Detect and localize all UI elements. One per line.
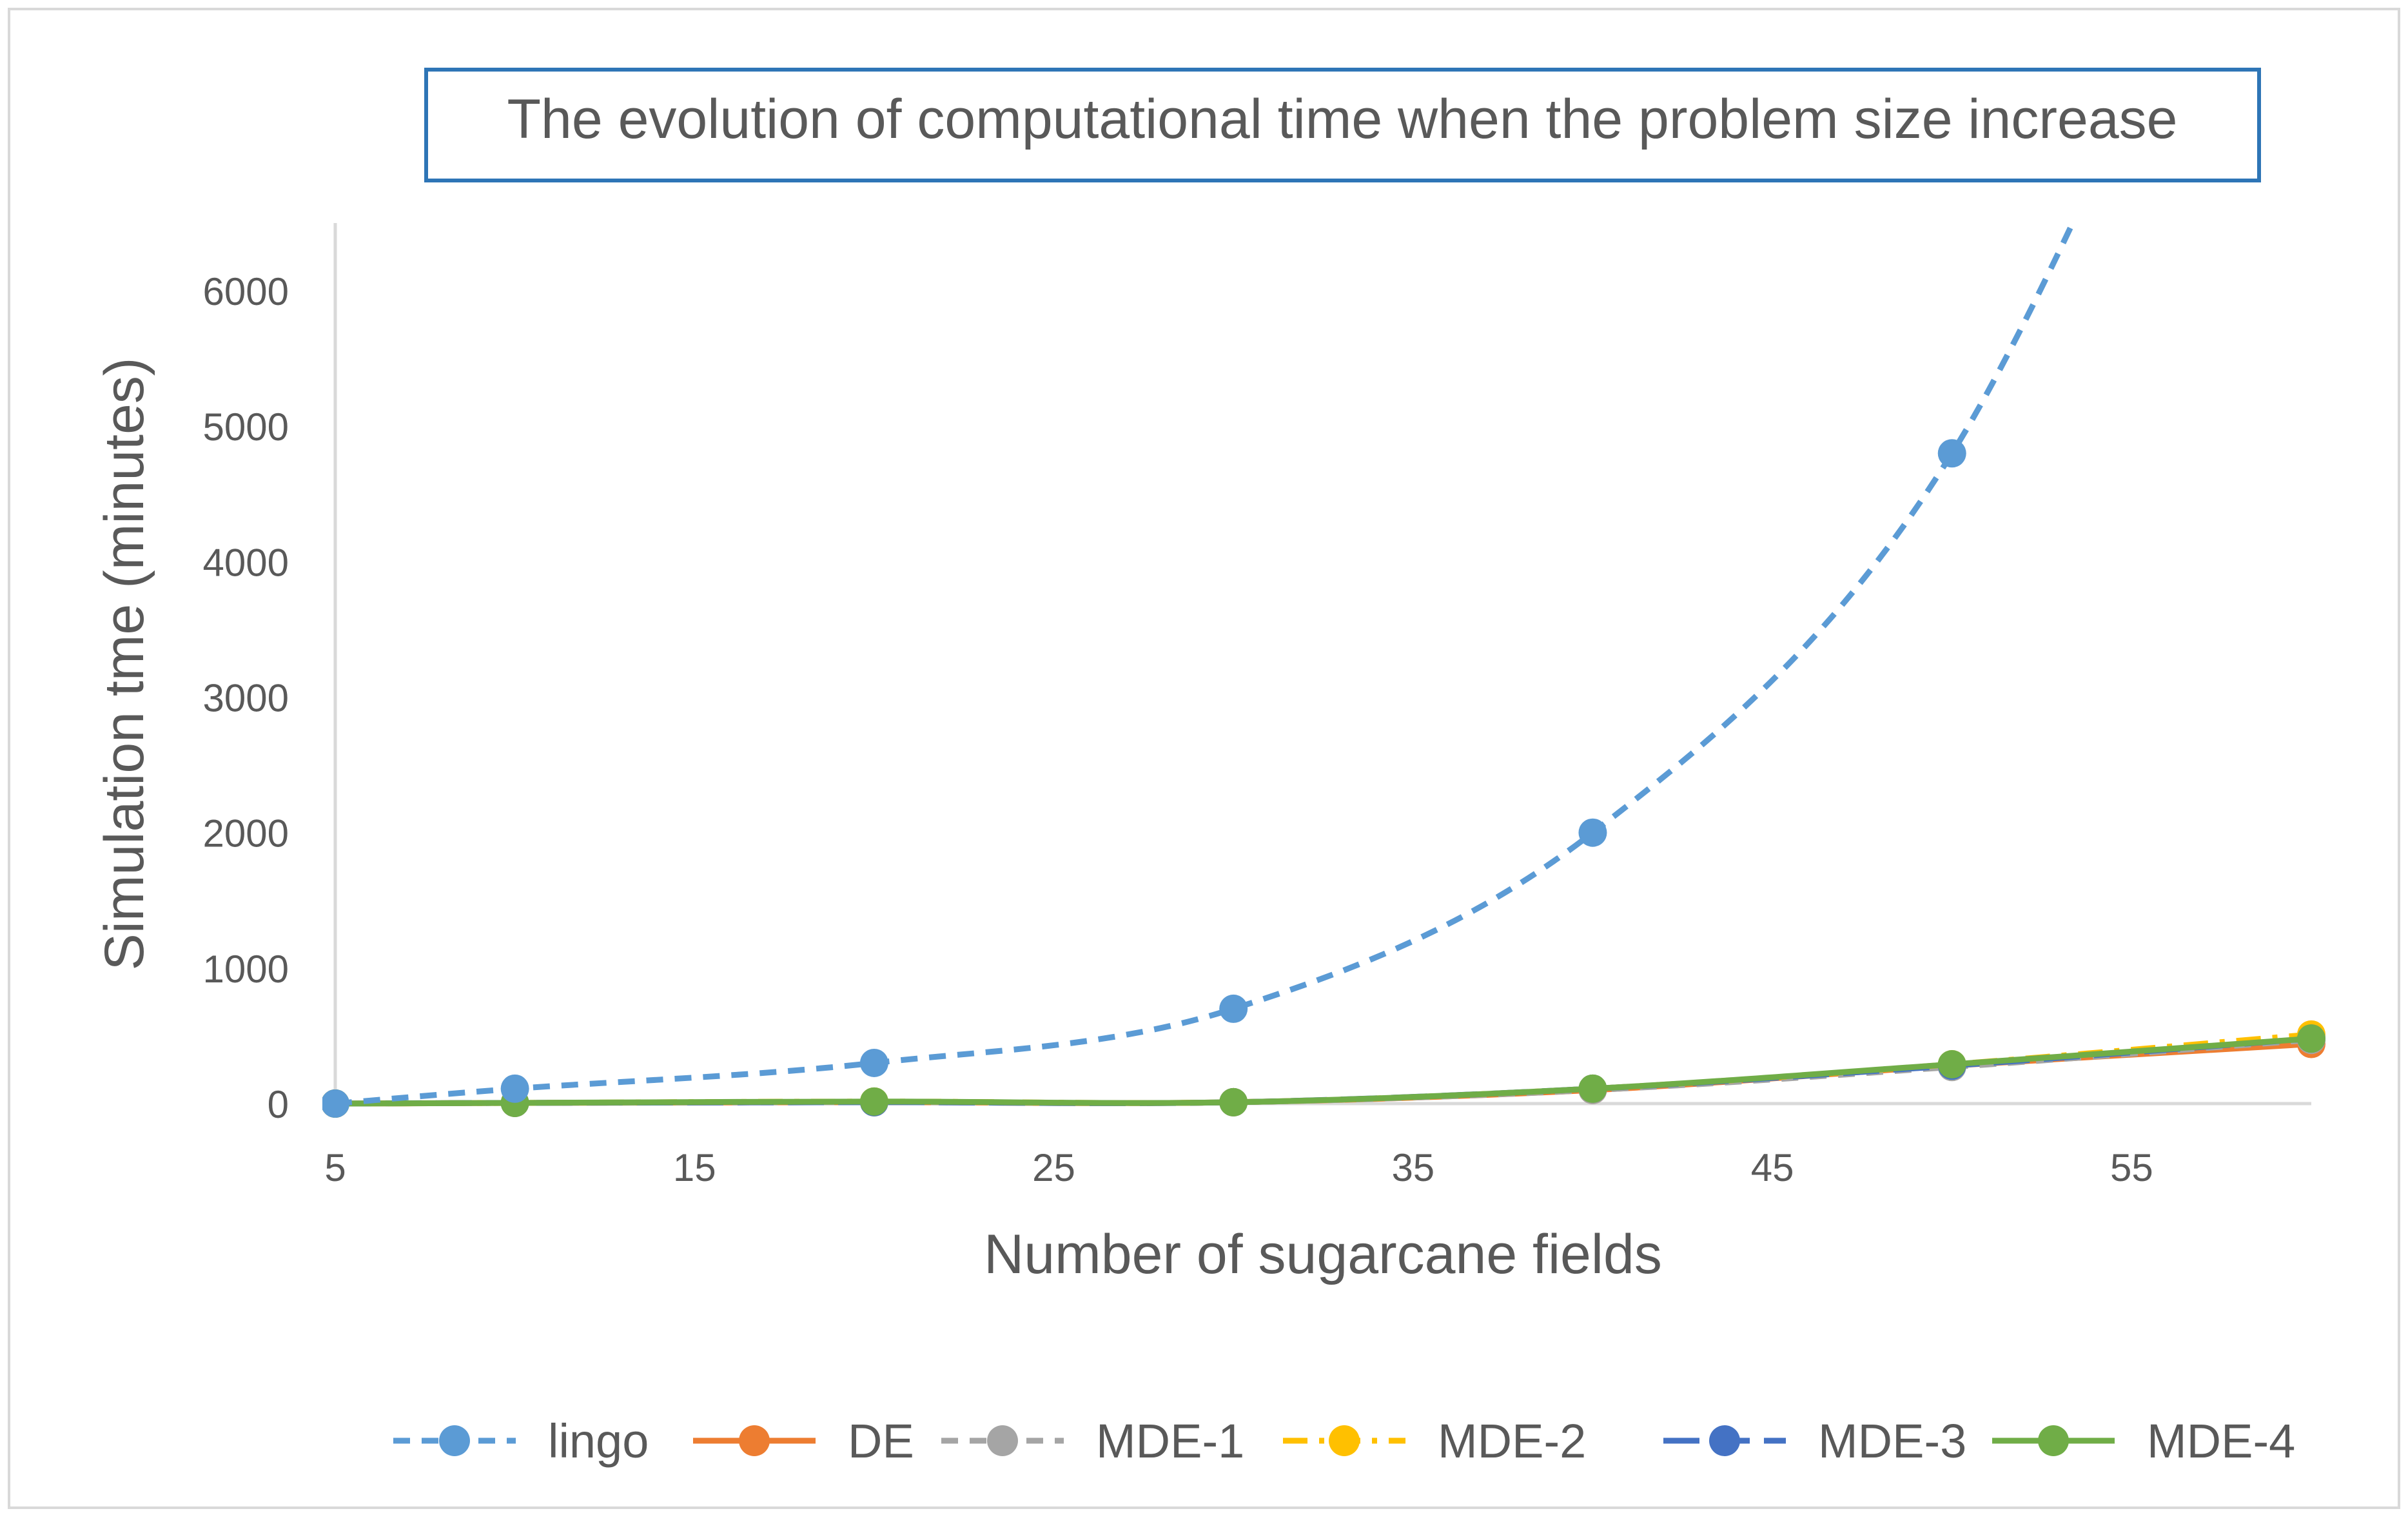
y-axis-ticks: 0 1000 2000 3000 4000 5000 6000 xyxy=(203,270,289,1126)
legend-swatch-marker xyxy=(739,1425,770,1456)
data-point-lingo xyxy=(1219,994,1248,1023)
x-tick-label: 25 xyxy=(1032,1146,1075,1189)
x-tick-label: 15 xyxy=(673,1146,716,1189)
data-point-mde-4 xyxy=(1219,1087,1248,1116)
legend: lingo DE MDE-1 MDE-2 MDE-3 MDE-4 xyxy=(393,1414,2295,1468)
y-tick-label: 6000 xyxy=(203,270,289,313)
data-point-mde-4 xyxy=(1578,1074,1607,1103)
chart-frame xyxy=(8,8,2400,1509)
data-point-mde-4 xyxy=(2297,1024,2325,1053)
data-point-mde-4 xyxy=(859,1087,888,1116)
data-point-lingo xyxy=(1937,439,1966,468)
y-tick-label: 1000 xyxy=(203,948,289,991)
legend-item-mde-3: MDE-3 xyxy=(1663,1414,1966,1468)
series-layer xyxy=(322,219,2325,1118)
legend-item-mde-4: MDE-4 xyxy=(1992,1414,2295,1468)
legend-swatch-marker xyxy=(439,1425,470,1456)
data-point-lingo xyxy=(1578,818,1607,847)
title-box xyxy=(424,68,2261,182)
data-point-lingo xyxy=(322,1089,349,1118)
x-axis-label: Number of sugarcane fields xyxy=(984,1223,1662,1285)
data-point-mde-4 xyxy=(1937,1050,1966,1079)
x-tick-label: 55 xyxy=(2110,1146,2153,1189)
legend-swatch-marker xyxy=(1329,1425,1360,1456)
legend-label: lingo xyxy=(548,1414,649,1468)
legend-label: MDE-4 xyxy=(2147,1414,2295,1468)
y-axis-label: Simulation tme (minutes) xyxy=(93,357,155,970)
x-tick-label: 5 xyxy=(324,1146,346,1189)
y-tick-label: 4000 xyxy=(203,541,289,584)
legend-item-de: DE xyxy=(693,1414,914,1468)
data-point-lingo xyxy=(500,1074,529,1103)
x-tick-label: 45 xyxy=(1751,1146,1794,1189)
legend-swatch-marker xyxy=(2038,1425,2069,1456)
x-tick-label: 35 xyxy=(1391,1146,1434,1189)
legend-label: MDE-3 xyxy=(1818,1414,1966,1468)
series-line-lingo xyxy=(335,219,2078,1107)
legend-label: MDE-2 xyxy=(1438,1414,1586,1468)
y-tick-label: 5000 xyxy=(203,405,289,449)
y-tick-label: 0 xyxy=(268,1083,289,1126)
legend-item-mde-1: MDE-1 xyxy=(941,1414,1244,1468)
legend-item-mde-2: MDE-2 xyxy=(1283,1414,1586,1468)
chart-title: The evolution of computational time when… xyxy=(507,88,2178,150)
legend-item-lingo: lingo xyxy=(393,1414,649,1468)
legend-swatch-marker xyxy=(1709,1425,1740,1456)
legend-swatch-marker xyxy=(987,1425,1018,1456)
y-tick-label: 3000 xyxy=(203,677,289,720)
y-tick-label: 2000 xyxy=(203,812,289,855)
data-point-lingo xyxy=(859,1048,888,1077)
series-lingo xyxy=(322,219,2078,1118)
legend-label: MDE-1 xyxy=(1096,1414,1244,1468)
x-axis-ticks: 5 15 25 35 45 55 xyxy=(324,1146,2153,1189)
legend-label: DE xyxy=(848,1414,914,1468)
